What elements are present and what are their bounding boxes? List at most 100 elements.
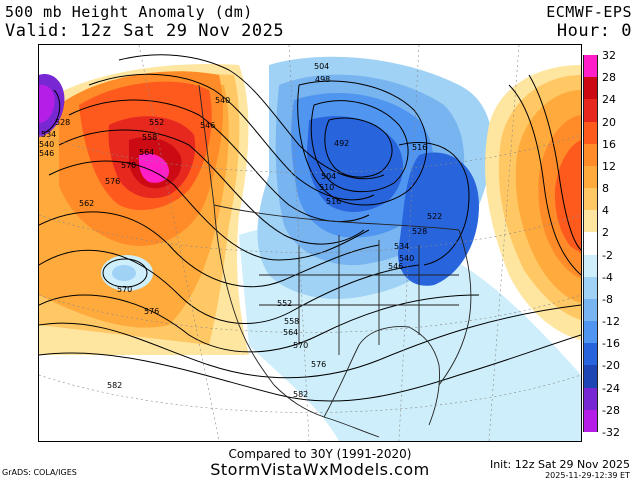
- contour-label: 552: [277, 299, 292, 308]
- contour-492: [324, 117, 393, 178]
- forecast-hour: Hour: 0: [556, 21, 632, 41]
- colorbar-label: 20: [602, 115, 616, 129]
- colorbar-segment: [583, 409, 598, 433]
- colorbar-label: 16: [602, 137, 616, 151]
- contour-label: 558: [284, 317, 299, 326]
- contour-nw-low: [43, 89, 61, 134]
- colorbar-segment: [583, 321, 598, 344]
- contour-label: 528: [412, 227, 427, 236]
- colorbar-label: -16: [602, 337, 620, 351]
- contour-570: [39, 294, 480, 353]
- contour-label: 562: [79, 199, 94, 208]
- colorbar-label: 12: [602, 159, 616, 173]
- contour-label: 570: [293, 341, 308, 350]
- colorbar-segment: [583, 343, 598, 366]
- site-name: StormVistaWxModels.com: [210, 460, 430, 479]
- contour-label: 576: [105, 177, 120, 186]
- anomaly-region-purple-core: [39, 84, 55, 123]
- colorbar-segment: [583, 188, 598, 211]
- contour-label: 570: [117, 285, 132, 294]
- contour-label: 552: [149, 118, 164, 127]
- anomaly-region-blue-east: [398, 152, 479, 286]
- contour-label: 516: [412, 143, 427, 152]
- gulf-coast: [323, 326, 440, 426]
- contour-east-1: [508, 84, 581, 276]
- colorbar-label: -8: [602, 292, 613, 306]
- contour-label: 570: [121, 161, 136, 170]
- contour-east-2: [528, 74, 581, 251]
- colorbar-label: -28: [602, 403, 620, 417]
- contour-label: 564: [139, 148, 154, 157]
- contour-558: [39, 211, 380, 287]
- contour-label: 582: [293, 390, 308, 399]
- anomaly-region-red-east: [554, 140, 581, 253]
- contour-504: [310, 100, 409, 193]
- contour-546: [58, 129, 365, 245]
- colorbar-segment: [583, 55, 598, 78]
- contour-522: [398, 141, 470, 266]
- colorbar-label: 2: [602, 226, 609, 240]
- graticule: [39, 45, 581, 441]
- contour-label: 546: [39, 149, 54, 158]
- colorbar-label: -2: [602, 248, 613, 262]
- colorbar-segment: [583, 232, 598, 256]
- timestamp: 2025-11-29-12:39 ET: [545, 471, 630, 480]
- contour-label: 504: [314, 62, 329, 71]
- colorbar-segment: [583, 387, 598, 411]
- colorbar-label: -24: [602, 381, 620, 395]
- us-canada-border: [213, 204, 460, 231]
- colorbar-label: -32: [602, 426, 620, 439]
- contour-528: [118, 54, 385, 180]
- contour-516: [297, 80, 428, 206]
- anomaly-map: 504 498 540 528 534 540 546 552 558 546 …: [38, 44, 582, 442]
- contour-label: 528: [55, 118, 70, 127]
- contour-label: 582: [107, 381, 122, 390]
- east-coastline: [438, 229, 472, 386]
- map-title: 500 mb Height Anomaly (dm): [5, 3, 253, 21]
- init-time: Init: 12z Sat 29 Nov 2025: [489, 458, 630, 471]
- contour-label: 540: [215, 96, 230, 105]
- contour-label: 534: [41, 130, 56, 139]
- contour-label: 498: [315, 75, 330, 84]
- contour-label: 510: [319, 183, 334, 192]
- colorbar-segment: [583, 276, 598, 300]
- contour-offshore-low: [102, 258, 148, 288]
- colorbar-segment: [583, 77, 598, 100]
- colorbar-label: 28: [602, 71, 616, 85]
- state-lines: [259, 235, 459, 355]
- colorbar-segment: [583, 210, 598, 233]
- anomaly-region-blue-4: [307, 116, 404, 212]
- colorbar-label: -12: [602, 315, 620, 329]
- contour-582: [39, 334, 581, 402]
- contour-label: 558: [142, 133, 157, 142]
- contour-labels: 504 498 540 528 534 540 546 552 558 546 …: [39, 62, 442, 399]
- contour-label: 492: [334, 139, 349, 148]
- contour-label: 546: [388, 262, 403, 271]
- contour-label: 546: [200, 121, 215, 130]
- colorbar-label: -20: [602, 359, 620, 373]
- colorbar-segment: [583, 143, 598, 167]
- contour-label: 504: [321, 172, 336, 181]
- colorbar-segment: [583, 298, 598, 322]
- colorbar-segment: [583, 121, 598, 145]
- colorbar-segment: [583, 165, 598, 189]
- contour-label: 522: [427, 212, 442, 221]
- anomaly-region-offshore-low-core: [112, 265, 136, 281]
- climatology-note: Compared to 30Y (1991-2020): [228, 447, 412, 461]
- political-boundaries: [198, 84, 472, 438]
- colorbar-label: 8: [602, 182, 609, 196]
- contour-576: [39, 304, 581, 379]
- colorbar-segment: [583, 365, 598, 389]
- contour-label: 576: [311, 360, 326, 369]
- colorbar-label: -4: [602, 270, 613, 284]
- contour-label: 576: [144, 307, 159, 316]
- contour-label: 540: [399, 254, 414, 263]
- colorbar-label: 4: [602, 204, 609, 218]
- grads-credit: GrADS: COLA/IGES: [2, 468, 77, 477]
- contour-label: 564: [283, 328, 298, 337]
- model-name: ECMWF-EPS: [546, 3, 632, 21]
- contour-564: [39, 249, 420, 324]
- colorbar-label: 32: [602, 49, 616, 62]
- colorbar-segment: [583, 254, 598, 278]
- contour-label: 534: [394, 242, 409, 251]
